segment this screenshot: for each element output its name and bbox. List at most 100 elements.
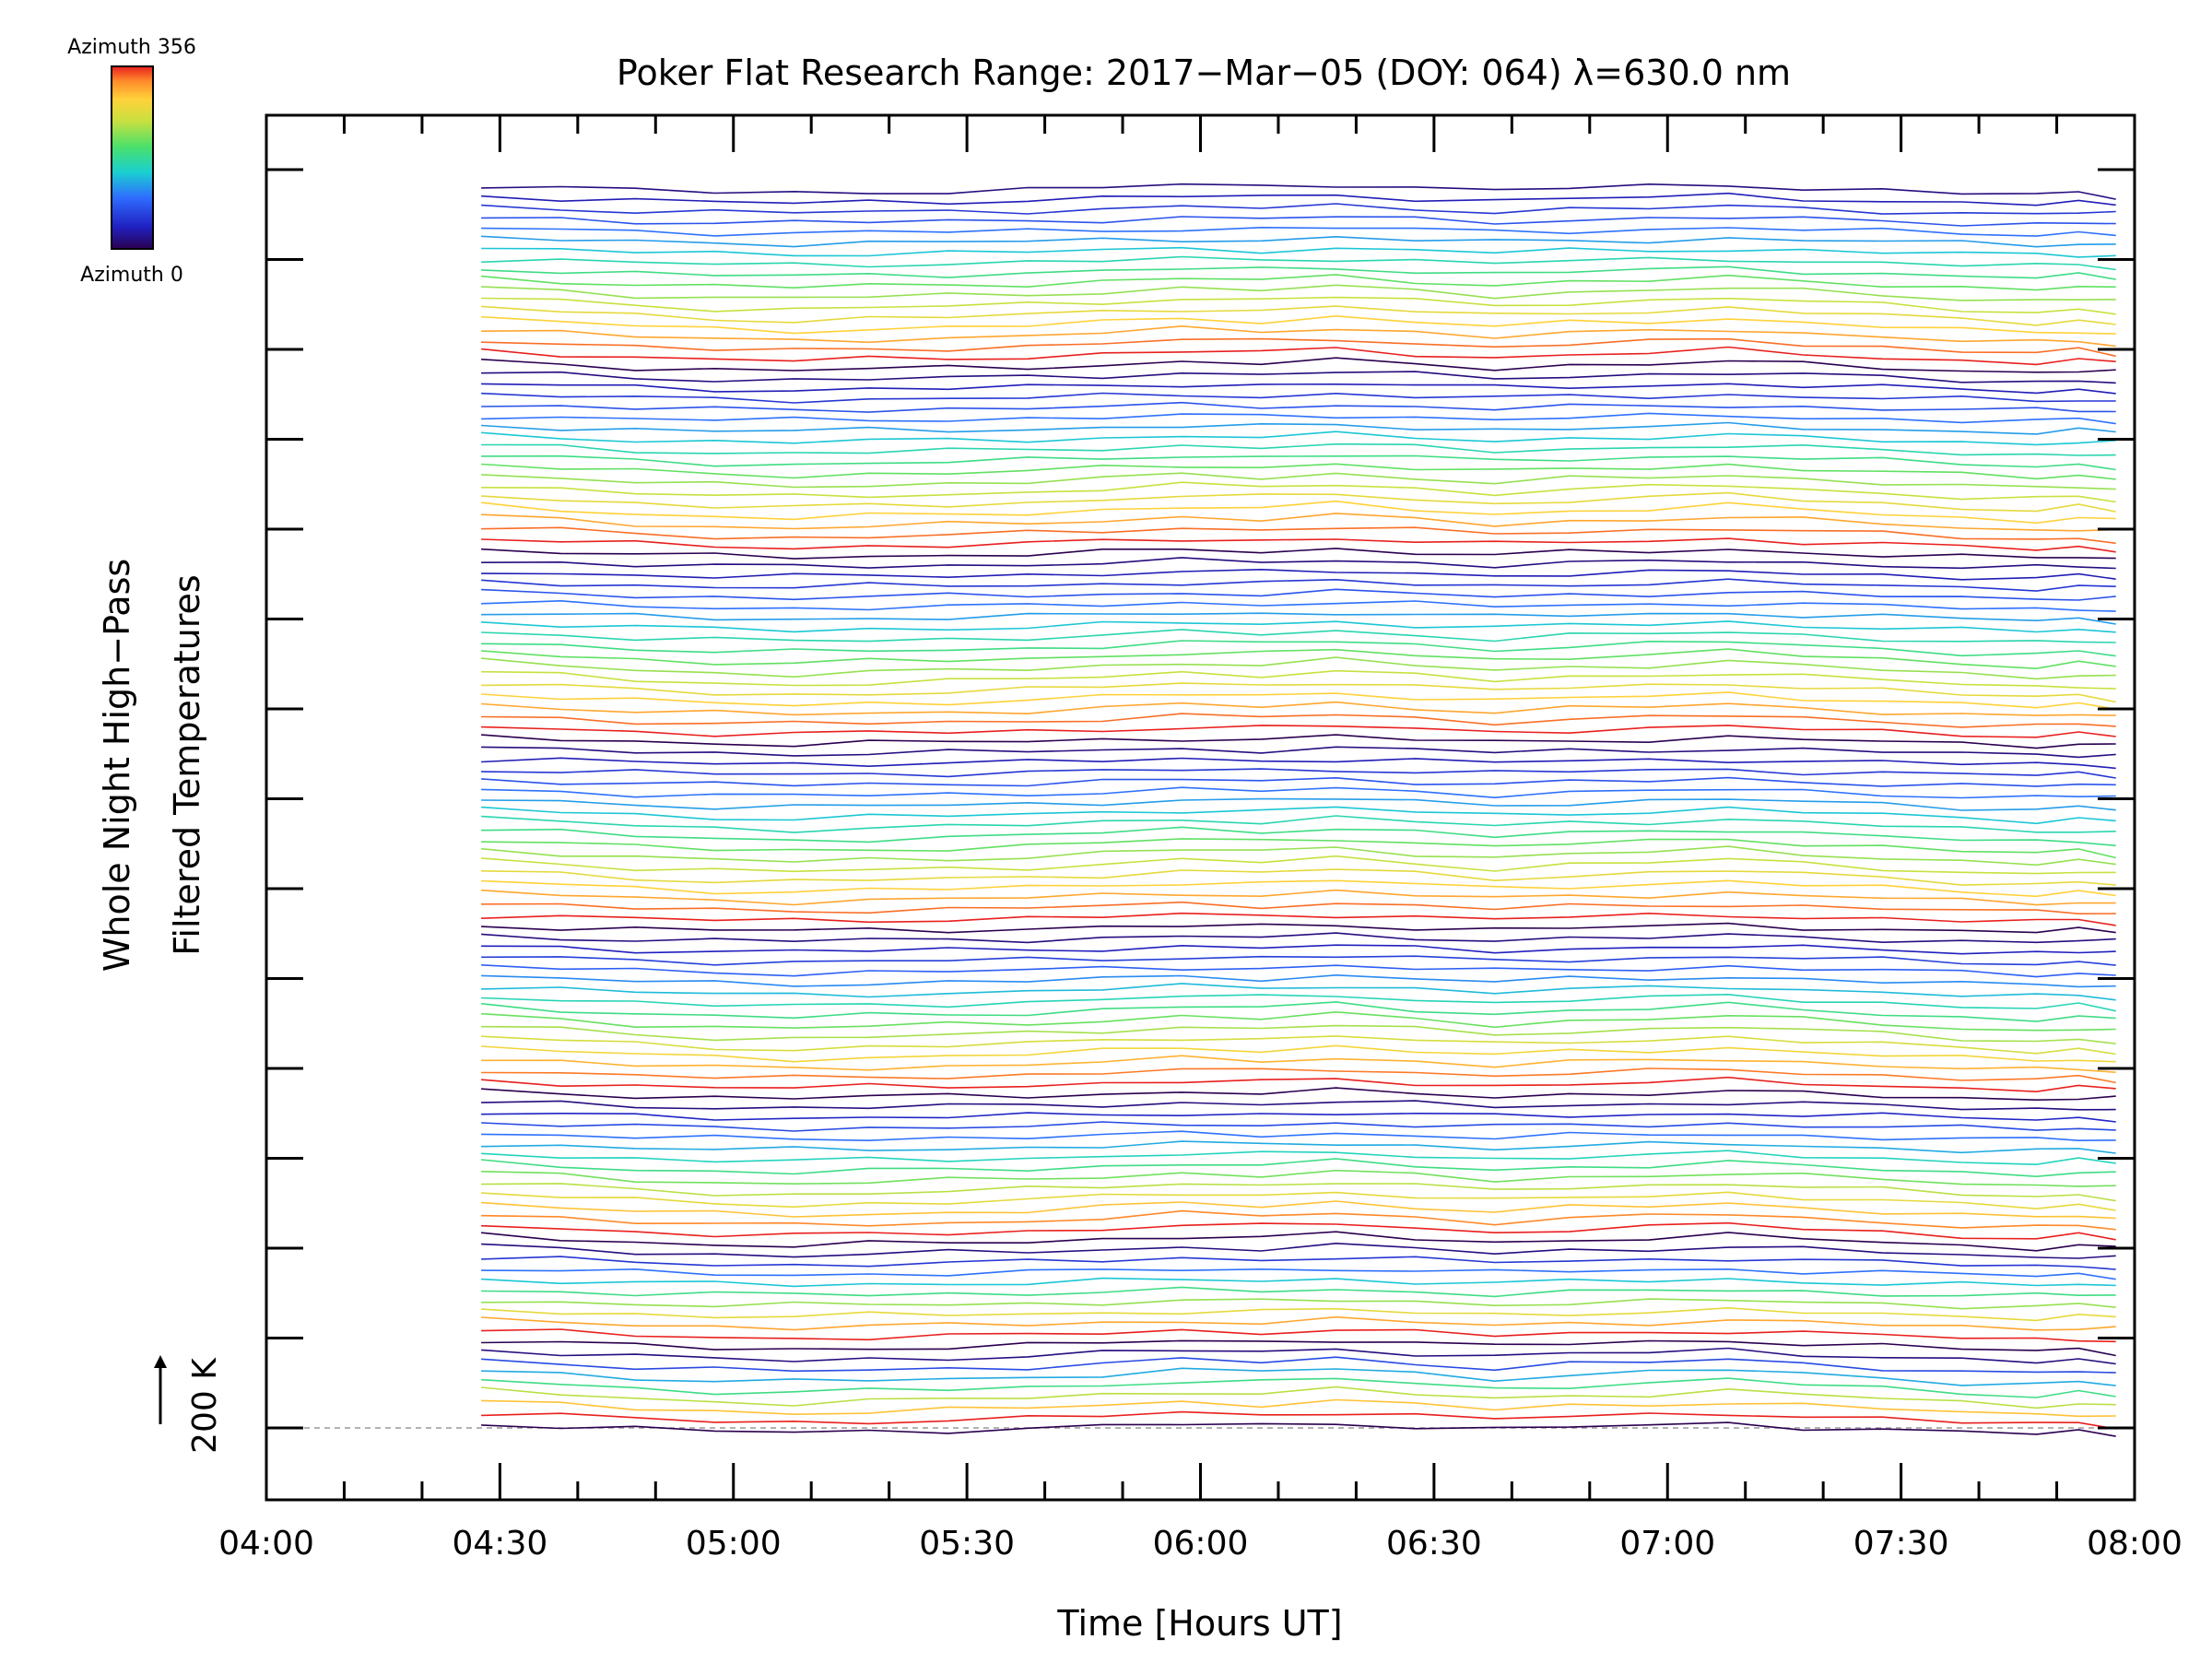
series-line <box>481 526 2116 545</box>
y-axis-label-line2: Filtered Temperatures <box>167 574 207 955</box>
colorbar <box>111 65 154 250</box>
series-line <box>481 1169 2116 1187</box>
series-line <box>481 357 2116 373</box>
chart-title: Poker Flat Research Range: 2017−Mar−05 (… <box>617 53 1791 93</box>
series-line <box>481 1398 2116 1418</box>
x-tick-label: 05:30 <box>919 1525 1015 1563</box>
series-line <box>481 1001 2116 1022</box>
series-line <box>481 1191 2116 1211</box>
series-line <box>481 1328 2116 1343</box>
series-line <box>481 548 2116 560</box>
series-line <box>481 324 2116 348</box>
series-line <box>481 1410 2116 1430</box>
series-line <box>481 1024 2116 1044</box>
series-line <box>481 1306 2116 1322</box>
series-line <box>481 599 2116 612</box>
series-line <box>481 1044 2116 1063</box>
series-line <box>481 296 2116 315</box>
series-line <box>481 1183 2116 1202</box>
series-line <box>481 776 2116 787</box>
tick-layer <box>265 115 2136 1500</box>
series-line <box>481 973 2116 988</box>
series-line <box>481 491 2116 513</box>
series-line <box>481 1150 2116 1166</box>
series-line <box>481 1347 2116 1365</box>
series-line <box>481 1200 2116 1220</box>
x-tick-label: 08:00 <box>2087 1525 2183 1563</box>
series-line <box>481 1221 2116 1241</box>
series-line <box>481 588 2116 601</box>
series-line <box>481 1367 2116 1386</box>
series-line <box>481 226 2116 237</box>
series-line <box>481 620 2116 633</box>
series-line <box>481 203 2116 215</box>
x-tick-label: 07:30 <box>1853 1525 1949 1563</box>
series-line <box>481 442 2116 456</box>
series-line <box>481 855 2116 875</box>
x-tick-label: 07:00 <box>1619 1525 1715 1563</box>
series-line <box>481 255 2116 271</box>
series-line <box>481 463 2116 480</box>
series-line <box>481 1121 2116 1132</box>
series-line <box>481 1286 2116 1298</box>
series-line <box>481 1100 2116 1111</box>
series-line <box>481 346 2116 366</box>
x-tick-label: 05:00 <box>686 1525 782 1563</box>
series-line <box>481 500 2116 525</box>
series-line <box>481 1112 2116 1123</box>
series-line <box>481 246 2116 258</box>
series-line <box>481 786 2116 799</box>
series-line <box>481 1231 2116 1252</box>
series-line <box>481 235 2116 248</box>
series-line <box>481 1377 2116 1398</box>
series-line <box>481 612 2116 625</box>
series-line <box>481 889 2116 906</box>
series-line <box>481 983 2116 1001</box>
series-line <box>481 454 2116 471</box>
series-line <box>481 1067 2116 1084</box>
series-line <box>481 768 2116 779</box>
series-line <box>481 955 2116 966</box>
series-line <box>481 392 2116 404</box>
series-line <box>481 922 2116 934</box>
series-line <box>481 557 2116 570</box>
series-line <box>481 1242 2116 1259</box>
series-line <box>481 401 2116 413</box>
series-line <box>481 845 2116 867</box>
scale-bar-arrowhead <box>154 1355 167 1368</box>
colorbar-top-label: Azimuth 356 <box>67 36 196 59</box>
series-line <box>481 1209 2116 1231</box>
series-line <box>481 1298 2116 1310</box>
series-line <box>481 1055 2116 1073</box>
series-line <box>481 656 2116 680</box>
series-line <box>481 993 2116 1012</box>
series-line <box>481 578 2116 592</box>
scale-bar-label: 200 K <box>186 1357 224 1454</box>
series-line <box>481 797 2116 811</box>
series-line <box>481 757 2116 770</box>
series-line <box>481 1315 2116 1331</box>
series-line <box>481 1421 2116 1437</box>
series-line <box>481 371 2116 384</box>
series-line <box>481 305 2116 326</box>
series-line <box>481 1035 2116 1056</box>
series-line <box>481 901 2116 915</box>
series-line <box>481 1130 2116 1142</box>
series-line <box>481 568 2116 581</box>
series-line <box>481 1386 2116 1409</box>
series-line <box>481 472 2116 490</box>
series-line <box>481 826 2116 847</box>
colorbar-bottom-label: Azimuth 0 <box>80 264 183 287</box>
series-line <box>481 806 2116 825</box>
series-line <box>481 284 2116 301</box>
series-line <box>481 1158 2116 1178</box>
series-line <box>481 1277 2116 1288</box>
series-line <box>481 1339 2116 1357</box>
x-tick-label: 06:00 <box>1153 1525 1249 1563</box>
x-tick-labels: 04:00 04:30 05:00 05:30 06:00 06:30 07:00 07:30… <box>218 1525 2183 1563</box>
x-tick-label: 04:00 <box>218 1525 314 1563</box>
series-line <box>481 932 2116 944</box>
series-line <box>481 1140 2116 1154</box>
series-line <box>481 216 2116 227</box>
